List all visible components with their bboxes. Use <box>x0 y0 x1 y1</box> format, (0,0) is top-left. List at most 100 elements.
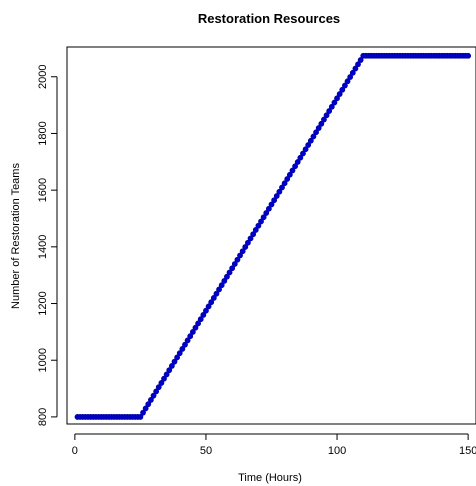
data-point <box>465 52 472 59</box>
data-point <box>208 299 215 306</box>
data-point <box>342 82 348 89</box>
data-point <box>352 65 359 72</box>
data-point <box>321 116 327 123</box>
x-axis: 0 50 100 150 <box>72 433 476 457</box>
data-point <box>260 214 267 221</box>
data-point <box>245 239 251 246</box>
data-point <box>231 261 238 267</box>
data-point <box>184 337 191 344</box>
data-point <box>137 414 144 420</box>
y-axis: 800 1000 1200 1400 1600 1800 2000 <box>37 65 58 426</box>
data-point <box>349 69 356 76</box>
data-point <box>210 295 217 301</box>
data-point <box>153 388 160 395</box>
data-point <box>336 91 343 97</box>
data-point <box>302 146 309 153</box>
data-point <box>294 159 301 165</box>
data-point <box>255 222 262 229</box>
data-point <box>284 176 291 182</box>
y-tick-label: 1000 <box>37 348 49 372</box>
data-point <box>334 95 340 102</box>
data-point <box>279 184 285 191</box>
y-tick-label: 1200 <box>37 291 49 315</box>
data-point <box>200 312 207 318</box>
data-point <box>171 358 178 365</box>
data-point <box>224 273 230 280</box>
data-point <box>145 401 152 408</box>
chart-title: Restoration Resources <box>198 11 340 26</box>
data-point <box>305 142 312 148</box>
data-point <box>276 188 283 195</box>
x-tick-label: 150 <box>459 445 476 457</box>
data-point <box>197 316 204 323</box>
x-axis-label: Time (Hours) <box>238 472 302 484</box>
data-point <box>174 354 181 361</box>
data-point <box>218 282 225 289</box>
data-point <box>147 397 154 403</box>
data-point <box>213 290 220 297</box>
data-point <box>268 201 275 208</box>
data-point <box>289 167 296 174</box>
data-point <box>187 333 194 340</box>
data-point <box>323 112 330 119</box>
data-point <box>265 205 272 212</box>
data-point <box>339 86 346 93</box>
data-point <box>258 218 264 225</box>
data-point <box>205 303 212 310</box>
data-point <box>237 252 243 259</box>
data-point <box>195 320 201 327</box>
y-tick-label: 2000 <box>37 65 49 89</box>
data-point <box>247 235 254 242</box>
data-point <box>292 163 298 170</box>
data-point <box>313 129 319 136</box>
data-point <box>161 375 167 382</box>
data-point <box>286 171 293 178</box>
data-point <box>281 180 288 187</box>
y-axis-label: Number of Restoration Teams <box>10 163 22 309</box>
data-point <box>163 371 170 378</box>
data-point <box>318 120 325 127</box>
data-point <box>166 367 173 374</box>
y-tick-label: 1800 <box>37 121 49 145</box>
data-point <box>221 278 228 284</box>
x-tick-label: 100 <box>328 445 346 457</box>
data-point <box>273 193 280 199</box>
data-point <box>357 57 364 63</box>
data-point <box>189 329 196 335</box>
data-point <box>179 346 186 352</box>
data-point <box>192 324 199 331</box>
data-point <box>331 99 338 106</box>
data-point <box>355 61 361 68</box>
data-point <box>300 150 306 157</box>
data-point <box>203 307 209 314</box>
data-point <box>182 341 188 348</box>
data-point <box>263 210 270 216</box>
data-point <box>150 392 157 399</box>
data-point <box>142 405 149 412</box>
data-point <box>310 133 317 140</box>
data-point <box>344 78 351 85</box>
data-point <box>234 256 241 263</box>
data-point <box>229 265 236 272</box>
data-point <box>176 350 183 357</box>
data-point <box>297 154 304 161</box>
data-point <box>226 269 233 276</box>
plot-frame <box>66 46 476 425</box>
y-tick-label: 1600 <box>37 178 49 202</box>
data-point <box>347 74 354 80</box>
data-point <box>168 363 175 369</box>
x-tick-label: 50 <box>200 445 212 457</box>
data-point <box>140 409 146 416</box>
data-point <box>155 384 162 391</box>
data-point <box>271 197 278 204</box>
data-point <box>216 286 222 293</box>
data-points <box>74 52 472 420</box>
y-tick-label: 800 <box>37 408 49 426</box>
data-point <box>315 125 322 131</box>
data-point <box>326 108 333 114</box>
data-point <box>252 227 259 233</box>
data-point <box>158 380 165 386</box>
data-point <box>242 244 249 250</box>
data-point <box>328 103 335 110</box>
